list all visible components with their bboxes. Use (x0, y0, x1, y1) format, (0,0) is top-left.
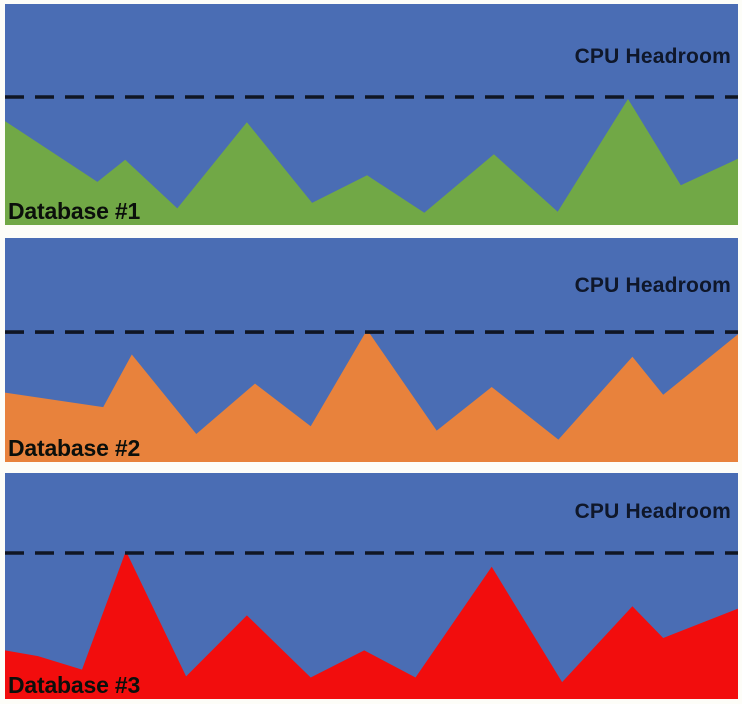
database-1-label: Database #1 (8, 198, 141, 224)
cpu-usage-area (5, 551, 738, 699)
database-1-chart-panel: CPU Headroom Database #1 (5, 4, 738, 225)
database-3-chart-panel: CPU Headroom Database #3 (5, 473, 738, 699)
database-3-label: Database #3 (8, 672, 141, 698)
cpu-headroom-label: CPU Headroom (574, 45, 731, 68)
database-2-label: Database #2 (8, 435, 141, 461)
cpu-usage-area (5, 329, 738, 462)
database-2-chart-panel: CPU Headroom Database #2 (5, 238, 738, 462)
cpu-usage-area (5, 99, 738, 225)
database-1-area-chart (5, 95, 738, 225)
database-3-area-chart (5, 551, 738, 699)
cpu-headroom-label: CPU Headroom (574, 274, 731, 297)
cpu-headroom-label: CPU Headroom (574, 500, 731, 523)
database-2-area-chart (5, 329, 738, 462)
